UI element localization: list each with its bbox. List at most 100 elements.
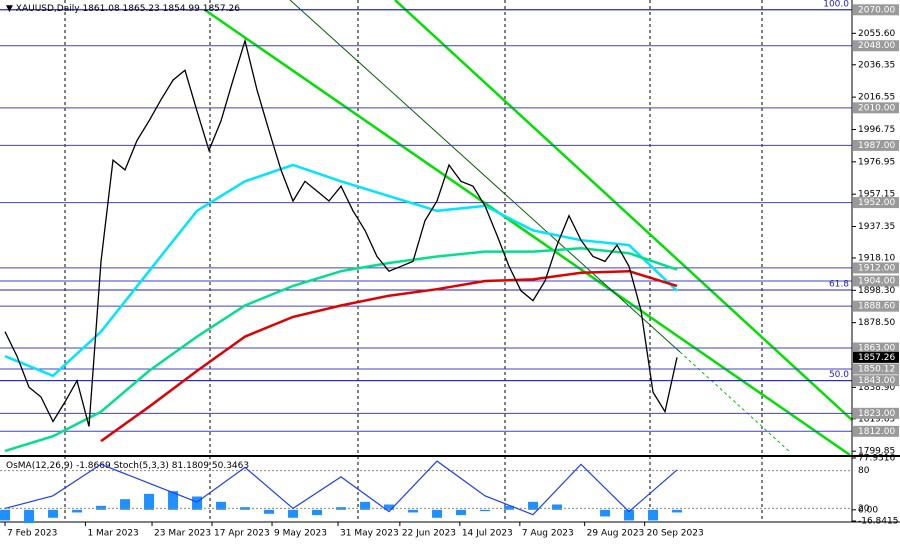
header: ▼ XAUUSD,Daily 1861.08 1865.23 1854.99 1…	[6, 4, 240, 14]
osma-bar	[432, 509, 443, 518]
low: 1854.99	[163, 4, 200, 14]
osma-bar	[120, 499, 131, 510]
level-box	[853, 102, 899, 114]
level-label: 1952.00	[858, 198, 895, 208]
osma-bar	[504, 505, 515, 510]
osma-bar	[624, 509, 635, 521]
level-box	[853, 363, 899, 375]
channel-line	[394, 0, 853, 421]
y-tick-label: 1878.50	[858, 318, 895, 328]
high: 1865.23	[123, 4, 160, 14]
osma-bar	[192, 496, 203, 510]
x-tick-label: 22 Jun 2023	[402, 529, 456, 539]
level-box	[853, 342, 899, 354]
osc-y-tick-label: -16.8415	[858, 517, 898, 527]
fib-label: 50.0	[829, 370, 849, 380]
osc-header: OsMA(12,26,9) -1.8669 Stoch(5,3,3) 81.18…	[6, 461, 249, 471]
osma-bar	[216, 501, 227, 510]
level-label: 1823.00	[858, 409, 895, 419]
osma-bar	[408, 509, 419, 513]
last-price-label: 1857.26	[858, 353, 895, 363]
y-tick-label: 1799.85	[858, 447, 895, 457]
osma-bar	[360, 501, 371, 510]
osma-bar	[288, 509, 299, 518]
trend-line	[289, 0, 681, 353]
x-tick-label: 7 Feb 2023	[7, 529, 57, 539]
fib-label: 100.0	[823, 0, 849, 9]
close: 1857.26	[203, 4, 240, 14]
levels	[0, 9, 852, 432]
level-box	[853, 40, 899, 52]
osma-bar	[672, 509, 683, 513]
y-tick-label: 2036.35	[858, 60, 895, 70]
y-tick-label: 1898.30	[858, 286, 895, 296]
level-label: 1888.60	[858, 302, 895, 312]
x-tick-label: 17 Apr 2023	[214, 529, 270, 539]
stoch-tick-label: 20	[858, 504, 870, 514]
osc-y-tick-label: 0.00	[858, 505, 878, 515]
osma-bar	[552, 504, 563, 510]
stoch-line	[4, 460, 678, 516]
vertical-grid	[64, 0, 763, 522]
y-tick-label: 1996.75	[858, 125, 895, 135]
level-box	[853, 300, 899, 312]
osma-bar	[0, 509, 11, 521]
level-box	[853, 262, 899, 274]
y-tick-label: 1937.35	[858, 222, 895, 232]
y-tick-label: 1976.95	[858, 157, 895, 167]
osma-bar	[72, 509, 83, 513]
x-tick-label: 29 Aug 2023	[587, 529, 645, 539]
osma-bar	[312, 509, 323, 516]
y-tick-label: 1819.65	[858, 414, 895, 424]
symbol: XAUUSD,Daily	[16, 4, 80, 14]
x-tick-label: 7 Aug 2023	[522, 529, 574, 539]
osma-bar	[96, 505, 107, 510]
x-tick-label: 20 Sep 2023	[647, 529, 704, 539]
osma-bar	[480, 509, 491, 512]
y-tick-label: 1838.90	[858, 383, 895, 393]
osma-bar	[24, 509, 35, 524]
level-label: 1843.00	[858, 376, 895, 386]
stoch-main: 81.1809	[172, 461, 209, 471]
level-label: 2010.00	[858, 103, 895, 113]
osma-bar	[600, 509, 611, 517]
stoch-name: Stoch(5,3,3)	[114, 461, 169, 471]
last-price-box	[853, 351, 899, 363]
osma-bar	[528, 501, 539, 510]
fib-label: 61.8	[829, 279, 849, 289]
open: 1861.08	[82, 4, 119, 14]
level-label: 1912.00	[858, 263, 895, 273]
stoch-signal: 50.3463	[212, 461, 249, 471]
stoch-tick-label: 80	[858, 466, 870, 476]
level-label: 1987.00	[858, 141, 895, 151]
osma-bar	[648, 509, 659, 521]
y-tick-label: 1957.15	[858, 190, 895, 200]
level-box	[853, 375, 899, 387]
osma-value: -1.8669	[76, 461, 111, 471]
osma-bar	[48, 509, 59, 518]
moving-average	[4, 247, 678, 453]
plot	[4, 38, 678, 453]
level-box	[853, 139, 899, 151]
y-tick-label: 2055.60	[858, 29, 895, 39]
x-tick-label: 14 Jul 2023	[462, 529, 513, 539]
level-box	[853, 197, 899, 209]
level-box	[853, 407, 899, 419]
osma-bar	[456, 509, 467, 516]
level-box	[853, 275, 899, 287]
osma-bar	[144, 493, 155, 510]
x-tick-label: 31 May 2023	[340, 529, 399, 539]
y-tick-label: 1918.10	[858, 253, 895, 263]
level-box	[853, 4, 899, 16]
x-tick-label: 9 May 2023	[274, 529, 327, 539]
x-tick-label: 1 Mar 2023	[87, 529, 138, 539]
level-label: 1904.00	[858, 277, 895, 287]
price-line	[4, 38, 678, 427]
osma-bar	[384, 504, 395, 510]
osma-bar	[168, 491, 179, 510]
moving-average	[100, 269, 678, 443]
moving-average	[4, 163, 678, 378]
level-label: 2048.00	[858, 41, 895, 51]
level-label: 1850.12	[858, 365, 895, 375]
